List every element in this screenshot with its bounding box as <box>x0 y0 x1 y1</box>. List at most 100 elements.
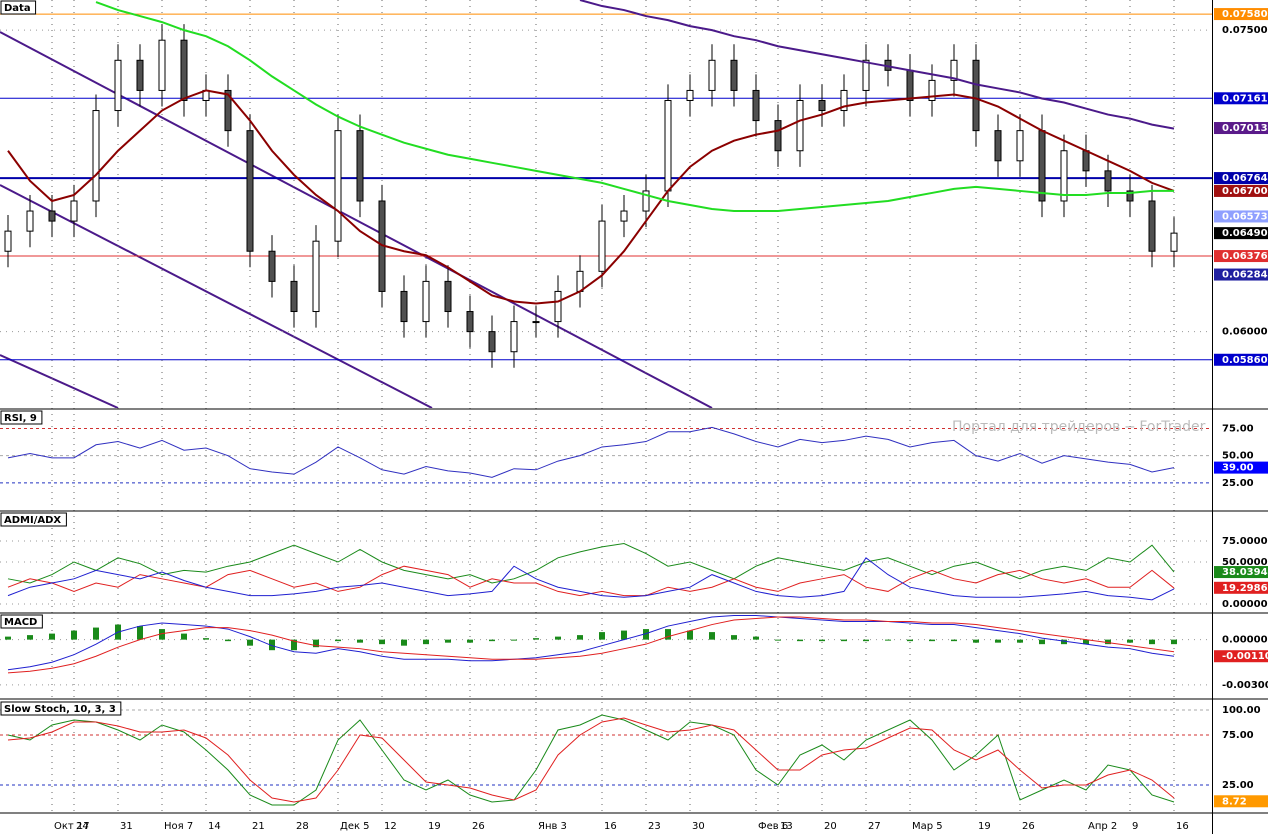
marker-box <box>1214 795 1268 808</box>
watermark: Портал для трейдеров -- ForTrader <box>952 419 1206 435</box>
histogram-bar <box>797 639 803 642</box>
histogram-bar <box>489 639 495 642</box>
series-line <box>7 557 1175 601</box>
marker-label: -0.00110 <box>1222 651 1268 662</box>
candle-body <box>818 99 826 112</box>
x-tick-label: 24 <box>76 821 89 832</box>
candle-body <box>950 59 958 81</box>
candle-body <box>158 39 166 91</box>
candle-body <box>488 331 496 353</box>
marker-label: 0.07013 <box>1222 123 1268 134</box>
histogram-bar <box>511 639 517 641</box>
candle-body <box>1016 130 1024 162</box>
marker-box <box>1214 184 1268 197</box>
candle-body <box>642 190 650 212</box>
candle-body <box>290 280 298 313</box>
trend-line <box>0 354 119 408</box>
candle-body <box>70 200 78 222</box>
trend-line <box>0 184 433 408</box>
histogram-bar <box>5 636 11 640</box>
x-tick-label: 14 <box>208 821 221 832</box>
marker-box <box>1214 566 1268 579</box>
candle-body <box>4 230 12 252</box>
histogram-bar <box>709 632 715 640</box>
histogram-bar <box>1149 639 1155 645</box>
candle-body <box>840 89 848 112</box>
histogram-bar <box>401 639 407 646</box>
candle-body <box>796 99 804 152</box>
x-tick-label: 20 <box>824 821 837 832</box>
level-label: 0.05860 <box>1222 355 1268 366</box>
panel-title: Slow Stoch, 10, 3, 3 <box>4 704 116 715</box>
y-tick-label: 50.00000 <box>1222 557 1268 568</box>
x-tick-label: 19 <box>978 821 991 832</box>
histogram-bar <box>885 639 891 641</box>
panel-title-box <box>0 410 43 425</box>
candle-body <box>664 99 672 192</box>
candle-body <box>92 110 100 202</box>
candle-body <box>1104 170 1112 192</box>
histogram-bar <box>577 635 583 640</box>
histogram-bar <box>1039 639 1045 645</box>
candle-body <box>928 79 936 101</box>
candle-body <box>114 59 122 112</box>
histogram-bar <box>137 626 143 640</box>
histogram-bar <box>71 630 77 640</box>
marker-box <box>1214 461 1268 474</box>
histogram-bar <box>357 639 363 643</box>
histogram-bar <box>247 639 253 646</box>
histogram-bar <box>291 639 297 651</box>
level-box <box>1214 353 1268 366</box>
candle-body <box>620 210 628 222</box>
y-tick-label: 50.00 <box>1222 451 1254 462</box>
candle-body <box>224 89 232 132</box>
marker-label: 0.06284 <box>1222 270 1268 281</box>
series-line <box>579 0 1175 130</box>
histogram-bar <box>995 639 1001 643</box>
y-tick-label: 0.07500 <box>1222 25 1268 36</box>
histogram-bar <box>203 638 209 640</box>
level-box <box>1214 172 1268 185</box>
x-tick-label: 27 <box>868 821 881 832</box>
x-tick-label: Мар 5 <box>912 821 943 832</box>
candle-body <box>400 290 408 323</box>
histogram-bar <box>335 639 341 642</box>
histogram-bar <box>225 639 231 642</box>
marker-label: 8.72 <box>1222 796 1247 807</box>
x-tick-label: 26 <box>472 821 485 832</box>
x-tick-label: 26 <box>1022 821 1035 832</box>
series-line <box>7 542 1175 584</box>
panel-title-box <box>0 0 37 15</box>
x-tick-label: Окт 17 <box>54 821 90 832</box>
panel-title: MACD <box>4 617 37 628</box>
panel-title: Data <box>4 3 31 14</box>
histogram-bar <box>643 629 649 640</box>
histogram-bar <box>423 639 429 645</box>
histogram-bar <box>1127 639 1133 643</box>
candle-body <box>752 89 760 122</box>
x-tick-label: 30 <box>692 821 705 832</box>
candle-body <box>862 59 870 91</box>
candle-body <box>774 120 782 152</box>
panel-title-box <box>0 614 43 629</box>
histogram-bar <box>533 638 539 640</box>
candle-body <box>246 130 254 252</box>
candle-body <box>268 250 276 282</box>
marker-label: 19.29867 <box>1222 583 1268 594</box>
histogram-bar <box>731 635 737 640</box>
histogram-bar <box>599 632 605 640</box>
series-line <box>7 714 1175 806</box>
level-label: 0.07161 <box>1222 93 1268 104</box>
y-tick-label: 75.00000 <box>1222 536 1268 547</box>
level-label: 0.06376 <box>1222 251 1268 262</box>
histogram-bar <box>951 639 957 642</box>
histogram-bar <box>907 639 913 642</box>
x-tick-label: 16 <box>1176 821 1189 832</box>
candle-body <box>466 311 474 333</box>
marker-box <box>1214 581 1268 594</box>
x-tick-label: 23 <box>648 821 661 832</box>
x-tick-label: 31 <box>120 821 133 832</box>
histogram-bar <box>841 639 847 642</box>
x-tick-label: 13 <box>780 821 793 832</box>
